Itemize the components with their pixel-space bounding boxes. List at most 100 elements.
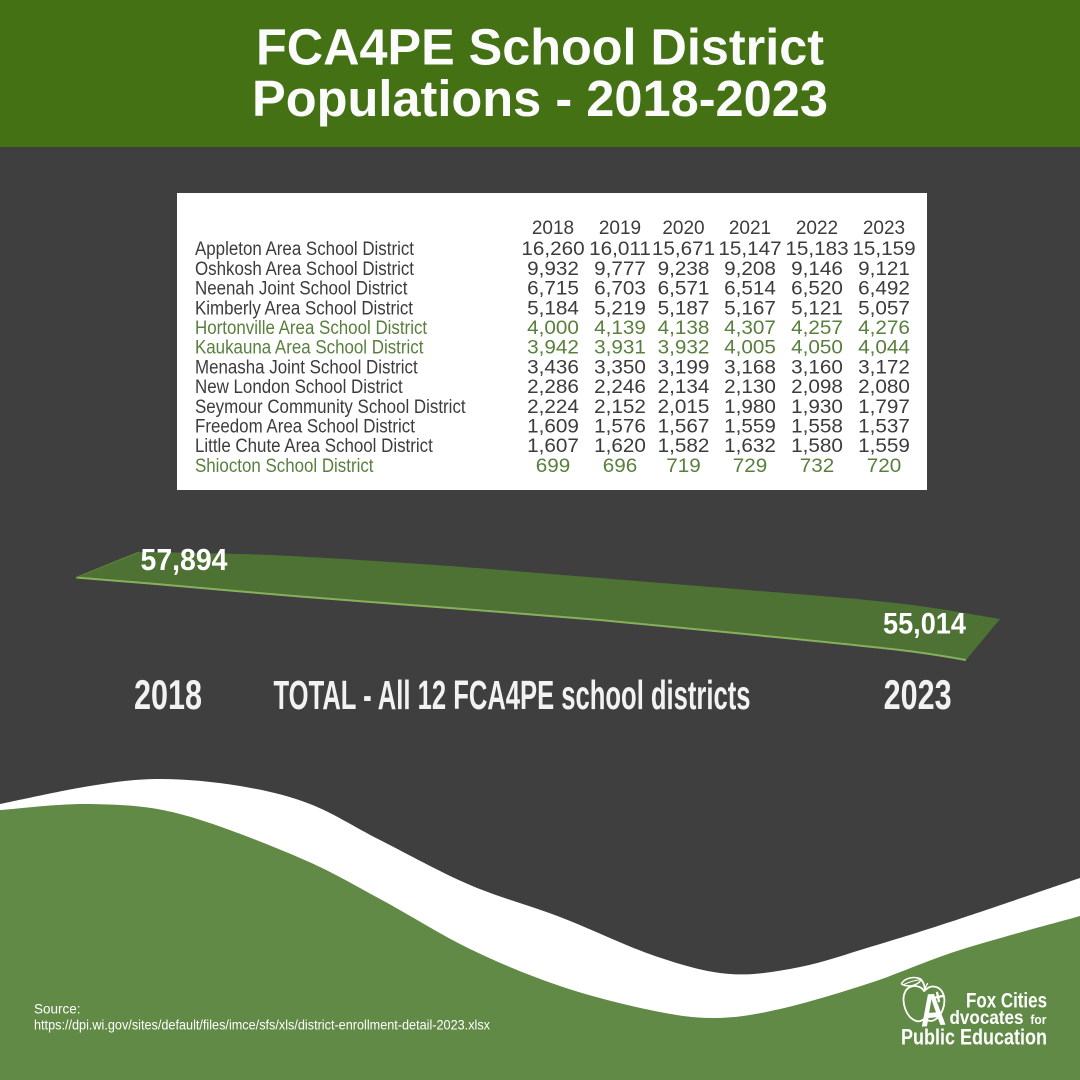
svg-text:2018: 2018 xyxy=(532,218,574,239)
svg-text:2019: 2019 xyxy=(599,218,641,239)
svg-text:2,015: 2,015 xyxy=(658,397,710,418)
svg-text:https://dpi.wi.gov/sites/defau: https://dpi.wi.gov/sites/default/files/i… xyxy=(34,1018,490,1033)
svg-text:Little Chute Area School Distr: Little Chute Area School District xyxy=(195,436,433,457)
svg-text:Populations - 2018-2023: Populations - 2018-2023 xyxy=(252,70,828,127)
svg-text:1,980: 1,980 xyxy=(724,397,776,418)
svg-text:1,930: 1,930 xyxy=(791,397,843,418)
svg-text:1,559: 1,559 xyxy=(858,436,910,457)
svg-text:Neenah Joint School District: Neenah Joint School District xyxy=(195,279,408,300)
svg-text:2021: 2021 xyxy=(729,218,771,239)
svg-text:696: 696 xyxy=(603,456,638,477)
svg-text:720: 720 xyxy=(867,456,902,477)
svg-text:4,000: 4,000 xyxy=(527,318,579,339)
svg-text:1,582: 1,582 xyxy=(658,436,710,457)
svg-text:Menasha Joint School District: Menasha Joint School District xyxy=(195,357,418,378)
svg-text:4,138: 4,138 xyxy=(658,318,710,339)
svg-text:3,160: 3,160 xyxy=(791,357,843,378)
svg-text:3,350: 3,350 xyxy=(594,357,646,378)
svg-text:Fox Cities: Fox Cities xyxy=(966,990,1047,1013)
svg-text:5,219: 5,219 xyxy=(594,298,646,319)
svg-text:6,514: 6,514 xyxy=(724,279,776,300)
svg-text:4,276: 4,276 xyxy=(858,318,910,339)
svg-text:Shiocton School District: Shiocton School District xyxy=(195,456,374,477)
svg-text:dvocates: dvocates xyxy=(950,1007,1024,1029)
svg-text:FCA4PE School District: FCA4PE School District xyxy=(256,19,824,76)
svg-text:Kaukauna Area School District: Kaukauna Area School District xyxy=(195,338,424,359)
svg-text:Freedom Area School District: Freedom Area School District xyxy=(195,417,416,438)
svg-text:New London School District: New London School District xyxy=(195,377,403,398)
svg-text:3,932: 3,932 xyxy=(658,338,710,359)
svg-text:Kimberly Area School District: Kimberly Area School District xyxy=(195,298,414,319)
svg-text:1,632: 1,632 xyxy=(724,436,776,457)
svg-text:2,080: 2,080 xyxy=(858,377,910,398)
svg-text:9,932: 9,932 xyxy=(527,259,579,280)
svg-text:9,238: 9,238 xyxy=(658,259,710,280)
svg-text:5,057: 5,057 xyxy=(858,298,910,319)
svg-text:1,537: 1,537 xyxy=(858,417,910,438)
svg-text:3,168: 3,168 xyxy=(724,357,776,378)
svg-text:Oshkosh Area School District: Oshkosh Area School District xyxy=(195,259,415,280)
svg-text:2,246: 2,246 xyxy=(594,377,646,398)
svg-text:5,187: 5,187 xyxy=(658,298,710,319)
svg-text:6,715: 6,715 xyxy=(527,279,579,300)
svg-text:699: 699 xyxy=(536,456,571,477)
svg-text:3,199: 3,199 xyxy=(658,357,710,378)
svg-text:4,005: 4,005 xyxy=(724,338,776,359)
svg-text:732: 732 xyxy=(800,456,835,477)
svg-text:1,576: 1,576 xyxy=(594,417,646,438)
svg-text:9,146: 9,146 xyxy=(791,259,843,280)
svg-text:6,520: 6,520 xyxy=(791,279,843,300)
svg-text:2023: 2023 xyxy=(884,671,952,718)
svg-text:5,167: 5,167 xyxy=(724,298,776,319)
svg-text:2,130: 2,130 xyxy=(724,377,776,398)
svg-text:2,286: 2,286 xyxy=(527,377,579,398)
svg-text:3,172: 3,172 xyxy=(858,357,910,378)
svg-text:1,558: 1,558 xyxy=(791,417,843,438)
svg-text:1,620: 1,620 xyxy=(594,436,646,457)
svg-text:TOTAL - All 12 FCA4PE school d: TOTAL - All 12 FCA4PE school districts xyxy=(274,672,751,718)
svg-text:3,942: 3,942 xyxy=(527,338,579,359)
svg-text:3,436: 3,436 xyxy=(527,357,579,378)
svg-text:2022: 2022 xyxy=(796,218,838,239)
svg-text:6,571: 6,571 xyxy=(658,279,710,300)
svg-text:15,147: 15,147 xyxy=(718,239,781,260)
svg-text:Appleton Area School District: Appleton Area School District xyxy=(195,239,415,260)
svg-text:1,580: 1,580 xyxy=(791,436,843,457)
svg-text:15,183: 15,183 xyxy=(785,239,848,260)
svg-text:for: for xyxy=(1030,1012,1046,1027)
svg-text:3,931: 3,931 xyxy=(594,338,646,359)
svg-text:1,567: 1,567 xyxy=(658,417,710,438)
svg-text:9,121: 9,121 xyxy=(858,259,910,280)
svg-text:55,014: 55,014 xyxy=(883,608,966,641)
svg-text:15,671: 15,671 xyxy=(652,239,715,260)
svg-text:719: 719 xyxy=(666,456,701,477)
svg-text:16,260: 16,260 xyxy=(521,239,584,260)
svg-text:Public Education: Public Education xyxy=(901,1025,1047,1050)
svg-text:57,894: 57,894 xyxy=(141,542,229,577)
svg-text:2023: 2023 xyxy=(863,218,905,239)
svg-text:Source:: Source: xyxy=(34,1002,81,1017)
svg-text:4,257: 4,257 xyxy=(791,318,843,339)
svg-text:16,011: 16,011 xyxy=(589,239,651,260)
svg-text:1,609: 1,609 xyxy=(527,417,579,438)
svg-text:2,098: 2,098 xyxy=(791,377,843,398)
svg-text:2,224: 2,224 xyxy=(527,397,579,418)
svg-text:729: 729 xyxy=(733,456,768,477)
svg-text:9,208: 9,208 xyxy=(724,259,776,280)
svg-text:15,159: 15,159 xyxy=(852,239,915,260)
svg-text:4,044: 4,044 xyxy=(858,338,910,359)
svg-text:2020: 2020 xyxy=(662,218,704,239)
svg-text:4,139: 4,139 xyxy=(594,318,646,339)
svg-text:1,559: 1,559 xyxy=(724,417,776,438)
svg-text:6,703: 6,703 xyxy=(594,279,646,300)
svg-text:5,121: 5,121 xyxy=(791,298,843,319)
svg-text:2,134: 2,134 xyxy=(658,377,710,398)
svg-text:Seymour Community School Distr: Seymour Community School District xyxy=(195,397,466,418)
svg-text:5,184: 5,184 xyxy=(527,298,579,319)
svg-text:A: A xyxy=(917,983,947,1037)
svg-text:9,777: 9,777 xyxy=(594,259,646,280)
svg-text:Hortonville Area School Distri: Hortonville Area School District xyxy=(195,318,428,339)
svg-text:4,307: 4,307 xyxy=(724,318,776,339)
svg-text:2,152: 2,152 xyxy=(594,397,646,418)
svg-text:6,492: 6,492 xyxy=(858,279,910,300)
